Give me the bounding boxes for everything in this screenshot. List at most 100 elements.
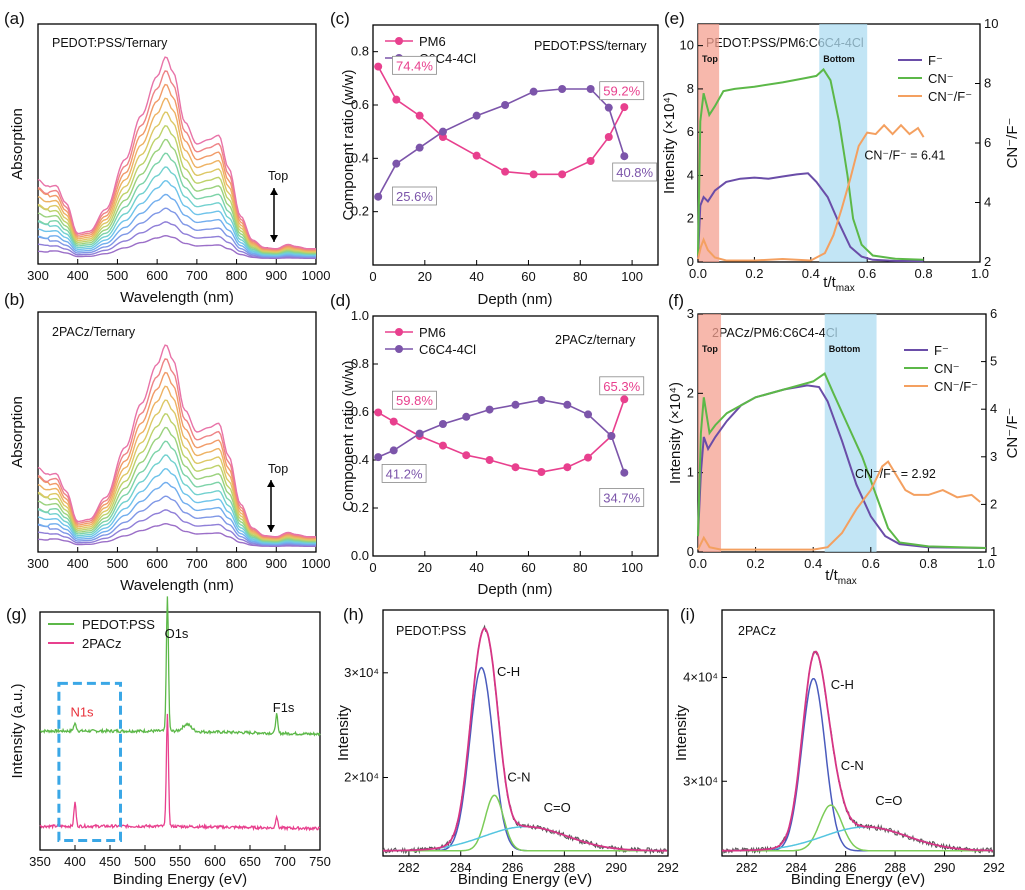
data-point xyxy=(537,396,546,404)
y-tick-label: 1 xyxy=(687,465,694,480)
data-point xyxy=(374,62,383,71)
arrow-head-up xyxy=(267,480,275,487)
x-tick-label: 286 xyxy=(502,860,524,875)
series-line xyxy=(697,460,981,551)
data-point xyxy=(374,408,383,417)
y-axis-title: Intensity (×10⁴) xyxy=(661,92,678,194)
x-tick-label: 0.4 xyxy=(804,556,822,571)
y-axis-title: Intensity xyxy=(335,705,352,761)
plot-frame xyxy=(37,311,317,553)
legend-label: CN⁻/F⁻ xyxy=(928,89,972,104)
x-tick-label: 284 xyxy=(785,860,807,875)
fit-peak-c-n xyxy=(383,794,667,852)
data-point xyxy=(604,103,613,112)
data-label-box xyxy=(381,463,427,483)
y-tick-label: 4×10⁴ xyxy=(683,669,718,684)
x-tick-label: 450 xyxy=(99,854,121,869)
spectrum-line-7 xyxy=(37,152,316,255)
region-top xyxy=(698,24,720,262)
x-tick-label: 900 xyxy=(265,556,287,571)
fit-peak-c-h xyxy=(383,666,667,852)
x-tick-label: 700 xyxy=(186,556,208,571)
panel-label: (e) xyxy=(664,9,685,28)
spectrum-line-3 xyxy=(37,495,316,546)
plot-frame xyxy=(37,23,317,265)
data-point xyxy=(415,111,424,120)
y-axis-title-right: CN⁻/F⁻ xyxy=(1004,408,1021,459)
x-axis-title: Depth (nm) xyxy=(477,291,552,308)
y-tick-label: 0.8 xyxy=(351,356,369,371)
data-point xyxy=(472,151,481,160)
data-point xyxy=(374,192,383,201)
series-line-pm6 xyxy=(377,66,626,176)
x-axis-title: Wavelength (nm) xyxy=(120,289,234,306)
ratio-annotation: CN⁻/F⁻ = 2.92 xyxy=(855,467,936,481)
legend-label: PM6 xyxy=(419,325,446,340)
spectrum-line-4 xyxy=(37,193,316,257)
raw-spectrum xyxy=(721,650,994,855)
x-tick-label: 80 xyxy=(573,269,587,284)
y-tick-label: 4 xyxy=(687,167,694,182)
panel-label: (b) xyxy=(4,290,25,309)
data-label-box xyxy=(392,390,437,410)
spectrum-line-5 xyxy=(37,467,316,545)
data-label: 40.8% xyxy=(616,165,653,180)
region-label: Top xyxy=(702,54,718,64)
x-tick-label: 100 xyxy=(621,560,643,575)
spectrum-line-13 xyxy=(37,358,316,539)
spectrum-line-8 xyxy=(37,426,316,542)
sample-note: 2PACz/PM6:C6C4-4Cl xyxy=(712,326,838,340)
data-point xyxy=(462,451,471,460)
y-tick-label: 2 xyxy=(687,211,694,226)
y-tick-label: 0 xyxy=(687,254,694,269)
region-label: Top xyxy=(702,344,718,354)
y-tick-label-right: 4 xyxy=(984,195,991,210)
y-tick-label-right: 8 xyxy=(984,76,991,91)
peak-label: C-H xyxy=(831,677,854,692)
x-tick-label: 400 xyxy=(67,268,89,283)
x-tick-label: 0 xyxy=(369,269,376,284)
data-label-box xyxy=(392,55,437,75)
x-tick-label: 0.2 xyxy=(745,266,763,281)
series-line xyxy=(39,596,321,737)
x-tick-label: 288 xyxy=(884,860,906,875)
spectrum-line-6 xyxy=(37,454,316,544)
y-tick-label-right: 4 xyxy=(990,401,997,416)
data-label-box xyxy=(599,376,645,396)
spectrum-line-7 xyxy=(37,440,316,543)
raw-spectrum xyxy=(382,624,668,855)
x-tick-label: 0.6 xyxy=(862,556,880,571)
panel-d: (d) 2PACz/ternary Depth (nm) Component r… xyxy=(330,291,659,598)
arrow-head-down xyxy=(267,525,275,532)
y-tick-label: 0.6 xyxy=(351,97,369,112)
sample-note: PEDOT:PSS xyxy=(396,624,466,638)
legend-label: CN⁻ xyxy=(928,71,954,86)
y-tick-label-right: 6 xyxy=(990,306,997,321)
spectrum-line-13 xyxy=(37,70,316,251)
spectrum-line-1 xyxy=(37,234,316,259)
y-tick-label: 1.0 xyxy=(351,308,369,323)
x-tick-label: 800 xyxy=(226,268,248,283)
x-axis-title: Binding Energy (eV) xyxy=(113,871,247,888)
x-tick-label: 282 xyxy=(398,860,420,875)
y-tick-label: 6 xyxy=(687,124,694,139)
x-tick-label: 800 xyxy=(226,556,248,571)
data-label: 34.7% xyxy=(603,490,640,505)
data-point xyxy=(501,167,510,176)
y-axis-title: Absorption xyxy=(9,396,26,468)
x-tick-label: 500 xyxy=(134,854,156,869)
data-point xyxy=(558,170,567,179)
legend-label: F⁻ xyxy=(928,53,943,68)
panel-label: (h) xyxy=(343,605,364,624)
legend-label: F⁻ xyxy=(934,343,949,358)
y-tick-label: 3 xyxy=(687,306,694,321)
data-point xyxy=(586,85,595,93)
data-point xyxy=(389,446,398,455)
y-tick-label-right: 2 xyxy=(984,254,991,269)
spectrum-line-12 xyxy=(37,371,316,539)
y-tick-label: 10 xyxy=(680,38,694,53)
panel-f: (f) 2PACz/PM6:C6C4-4Cl t/tmax Intensity … xyxy=(667,291,1021,587)
region-label: Bottom xyxy=(829,344,861,354)
data-label: 41.2% xyxy=(386,466,423,481)
